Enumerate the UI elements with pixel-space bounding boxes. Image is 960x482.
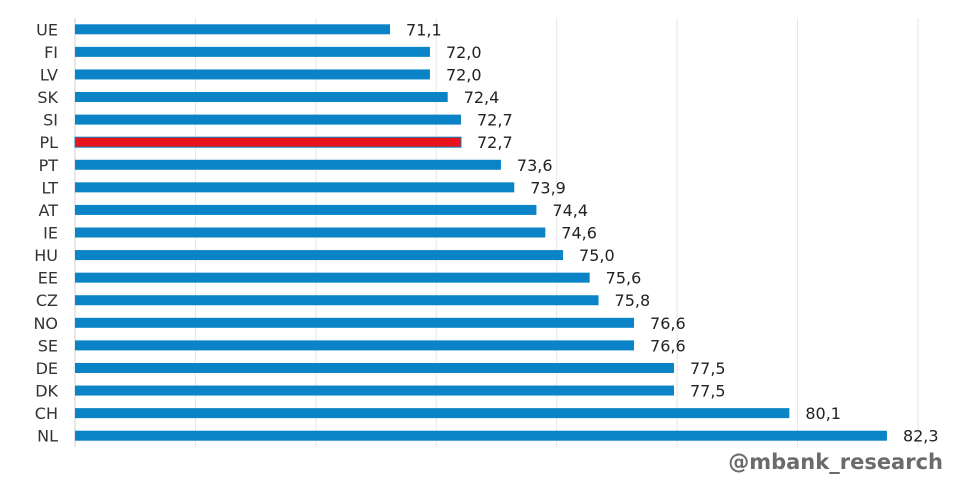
bar-no — [75, 317, 635, 328]
bar-lv — [75, 69, 430, 80]
category-label-pl: PL — [39, 133, 58, 152]
value-label-ch: 80,1 — [805, 404, 841, 423]
watermark: @mbank_research — [728, 450, 943, 474]
bar-cz — [75, 295, 599, 306]
category-label-pt: PT — [39, 156, 59, 175]
bar-ee — [75, 272, 590, 283]
bar-ue — [75, 24, 391, 35]
value-label-pt: 73,6 — [517, 156, 553, 175]
category-label-sk: SK — [37, 88, 58, 107]
category-label-nl: NL — [37, 427, 58, 446]
bar-ie — [75, 227, 546, 238]
category-label-dk: DK — [35, 382, 58, 401]
value-label-ie: 74,6 — [561, 224, 597, 243]
bar-lt — [75, 182, 515, 193]
bar-sk — [75, 92, 448, 103]
value-label-de: 77,5 — [690, 359, 726, 378]
category-label-no: NO — [33, 314, 58, 333]
category-label-ch: CH — [35, 404, 58, 423]
category-label-se: SE — [38, 336, 58, 355]
category-label-cz: CZ — [36, 291, 58, 310]
value-label-no: 76,6 — [650, 314, 686, 333]
value-label-lv: 72,0 — [446, 65, 482, 84]
category-label-at: AT — [39, 201, 59, 220]
value-label-cz: 75,8 — [615, 291, 651, 310]
bar-fi — [75, 46, 430, 57]
bar-dk — [75, 385, 674, 396]
category-labels: UE FI LV SK SI PL PT LT AT IE HU EE CZ NO SE DE DK CH NL — [33, 20, 58, 445]
category-label-ee: EE — [38, 269, 58, 288]
value-label-fi: 72,0 — [446, 43, 482, 62]
value-label-sk: 72,4 — [464, 88, 500, 107]
bar-se — [75, 340, 635, 351]
value-label-nl: 82,3 — [903, 427, 939, 446]
bar-pl — [74, 136, 462, 148]
category-label-si: SI — [43, 111, 58, 130]
category-label-lt: LT — [42, 178, 59, 197]
value-label-hu: 75,0 — [579, 246, 615, 265]
value-label-ue: 71,1 — [406, 20, 442, 39]
bar-at — [75, 204, 537, 215]
value-label-pl: 72,7 — [477, 133, 513, 152]
bar-nl — [75, 430, 887, 441]
bars — [74, 24, 887, 441]
value-label-se: 76,6 — [650, 336, 686, 355]
value-label-lt: 73,9 — [530, 178, 566, 197]
value-label-at: 74,4 — [552, 201, 588, 220]
bar-ch — [75, 408, 790, 419]
bar-pt — [75, 159, 501, 170]
value-label-si: 72,7 — [477, 111, 513, 130]
value-labels: 71,172,072,072,472,772,773,673,974,474,6… — [406, 20, 939, 445]
value-label-dk: 77,5 — [690, 382, 726, 401]
category-label-hu: HU — [34, 246, 58, 265]
category-label-fi: FI — [44, 43, 58, 62]
category-label-de: DE — [36, 359, 58, 378]
category-label-ue: UE — [36, 20, 58, 39]
bar-de — [75, 362, 674, 373]
category-label-ie: IE — [43, 224, 58, 243]
category-label-lv: LV — [40, 65, 58, 84]
value-label-ee: 75,6 — [606, 269, 642, 288]
bar-hu — [75, 250, 564, 261]
bar-si — [75, 114, 462, 125]
